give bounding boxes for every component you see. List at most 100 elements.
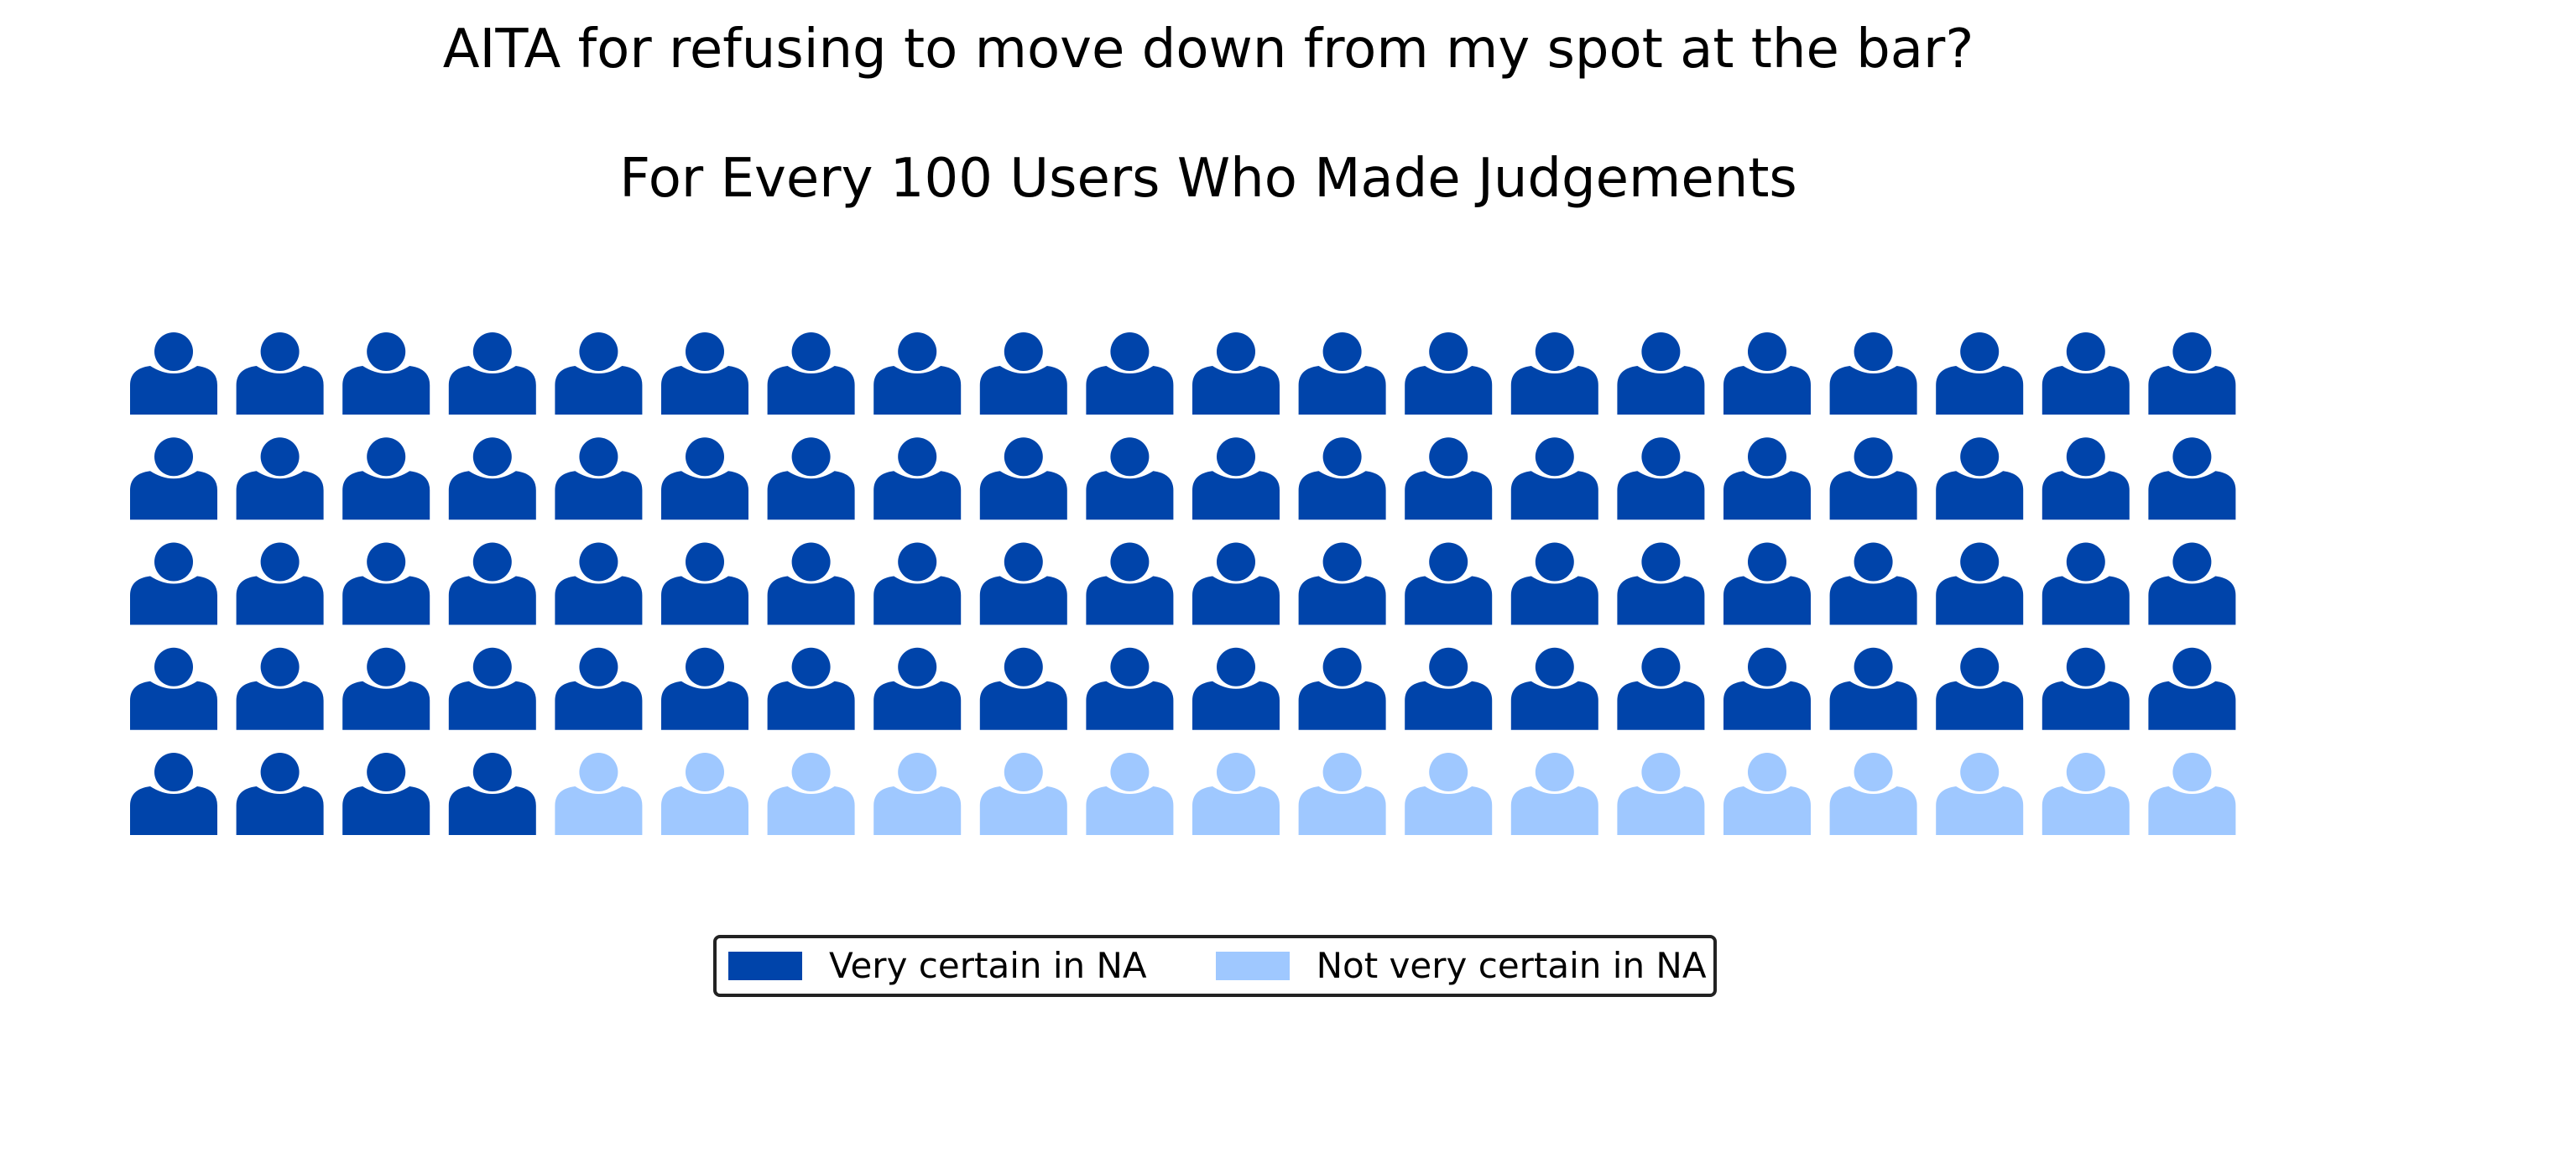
person-icon [1829, 542, 1917, 625]
person-icon [1405, 753, 1493, 835]
legend-label-very-certain: Very certain in NA [829, 945, 1147, 986]
person-icon [1405, 332, 1493, 415]
person-icon [2042, 647, 2130, 730]
person-icon [1298, 437, 1386, 520]
person-icon [2042, 332, 2130, 415]
person-icon [1086, 332, 1174, 415]
person-icon [661, 647, 748, 730]
person-icon [767, 332, 855, 415]
person-icon [2042, 753, 2130, 835]
person-icon [1510, 647, 1598, 730]
person-icon [1936, 437, 2024, 520]
person-icon [448, 437, 536, 520]
chart-subtitle: For Every 100 Users Who Made Judgements [619, 148, 1797, 210]
person-icon [979, 647, 1067, 730]
person-icon [873, 332, 962, 415]
person-icon [767, 542, 855, 625]
person-icon [1298, 753, 1386, 835]
person-icon [1617, 437, 1705, 520]
person-icon [2042, 437, 2130, 520]
person-icon [236, 437, 324, 520]
person-icon [1829, 437, 1917, 520]
person-icon [1510, 437, 1598, 520]
legend-swatch-not-very-certain [1215, 952, 1290, 980]
person-icon [236, 542, 324, 625]
person-icon [1829, 753, 1917, 835]
person-icon [555, 437, 643, 520]
person-icon [1617, 542, 1705, 625]
chart-legend: Very certain in NA Not very certain in N… [713, 935, 1717, 997]
person-icon [1829, 647, 1917, 730]
legend-item-not-very-certain: Not very certain in NA [1215, 938, 1707, 994]
person-icon [661, 332, 748, 415]
person-icon [873, 753, 962, 835]
person-icon [1723, 753, 1811, 835]
person-icon [1510, 332, 1598, 415]
person-icon [979, 542, 1067, 625]
person-icon [1723, 647, 1811, 730]
person-icon [1936, 542, 2024, 625]
legend-item-very-certain: Very certain in NA [728, 938, 1147, 994]
person-icon [130, 753, 217, 835]
person-icon [1298, 542, 1386, 625]
person-icon [1510, 542, 1598, 625]
person-icon [448, 647, 536, 730]
person-icon [1510, 753, 1598, 835]
person-icon [873, 542, 962, 625]
person-icon [661, 753, 748, 835]
person-icon [1192, 647, 1280, 730]
person-icon [873, 437, 962, 520]
person-icon [236, 332, 324, 415]
person-icon [1405, 542, 1493, 625]
person-icon [555, 542, 643, 625]
person-icon [1723, 332, 1811, 415]
person-icon [1936, 332, 2024, 415]
person-icon [2148, 542, 2236, 625]
person-icon [1617, 332, 1705, 415]
person-icon [448, 542, 536, 625]
person-icon [1086, 753, 1174, 835]
person-icon [448, 332, 536, 415]
person-icon [1192, 753, 1280, 835]
person-icon [1723, 437, 1811, 520]
person-icon [1936, 647, 2024, 730]
person-icon [342, 542, 430, 625]
person-icon [1192, 332, 1280, 415]
person-icon [767, 437, 855, 520]
person-icon [661, 437, 748, 520]
person-icon [1298, 647, 1386, 730]
person-icon [2148, 437, 2236, 520]
person-icon [767, 753, 855, 835]
person-icon [767, 647, 855, 730]
person-icon [979, 332, 1067, 415]
person-icon [1829, 332, 1917, 415]
person-icon [555, 647, 643, 730]
person-icon [1723, 542, 1811, 625]
person-icon [236, 753, 324, 835]
person-icon [448, 753, 536, 835]
person-icon [2148, 332, 2236, 415]
person-icon [130, 542, 217, 625]
person-icon [130, 332, 217, 415]
person-icon [661, 542, 748, 625]
person-icon [979, 437, 1067, 520]
legend-swatch-very-certain [728, 952, 802, 980]
legend-label-not-very-certain: Not very certain in NA [1316, 945, 1707, 986]
person-icon [1617, 753, 1705, 835]
person-icon [979, 753, 1067, 835]
person-icon [1405, 437, 1493, 520]
person-icon [1192, 542, 1280, 625]
person-icon [2042, 542, 2130, 625]
person-icon [342, 753, 430, 835]
chart-title: AITA for refusing to move down from my s… [442, 18, 1974, 81]
person-icon [1405, 647, 1493, 730]
person-icon [2148, 647, 2236, 730]
person-icon [1192, 437, 1280, 520]
person-icon [555, 753, 643, 835]
person-icon [873, 647, 962, 730]
person-icon [236, 647, 324, 730]
person-icon [1086, 542, 1174, 625]
person-icon [130, 437, 217, 520]
person-icon [130, 647, 217, 730]
